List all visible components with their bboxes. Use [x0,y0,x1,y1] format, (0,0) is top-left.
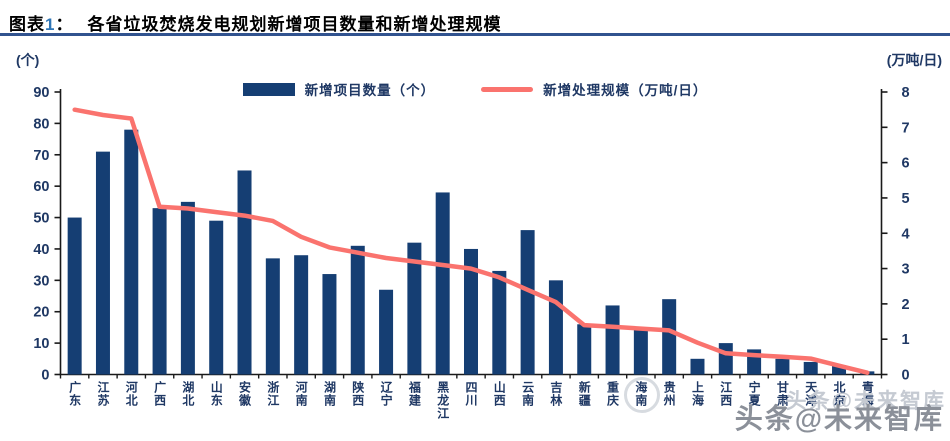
legend-item-bar: 新增项目数量（个） [242,79,436,99]
chart-legend: 新增项目数量（个） 新增处理规模（万吨/日） [0,79,950,99]
bar [67,217,82,375]
bar [95,151,110,375]
left-axis-tick-label: 80 [33,116,49,132]
legend-item-line: 新增处理规模（万吨/日） [481,79,707,99]
bar [577,324,592,375]
left-axis-tick-label: 60 [33,179,49,195]
bar [690,358,705,375]
bar [464,248,478,375]
bar [520,230,535,375]
left-axis-tick-label: 10 [33,336,49,352]
bar-series-swatch-icon [242,82,295,96]
bar [265,258,280,375]
bar [633,327,648,375]
left-axis-tick-label: 40 [33,242,49,258]
legend-label-bar: 新增项目数量（个） [304,83,436,98]
left-axis-tick-label: 90 [33,85,49,101]
bar [775,358,790,375]
line-series-swatch-icon [481,86,534,92]
bar [492,270,507,375]
trend-line [72,107,870,375]
bar [152,208,167,375]
right-axis-tick-label: 6 [902,156,910,172]
left-axis-tick-label: 70 [33,148,49,164]
right-axis-tick-label: 3 [902,262,910,278]
bar [350,245,365,375]
right-axis-tick-label: 7 [902,120,910,136]
bar [180,201,195,375]
left-axis-tick-label: 30 [33,273,49,289]
title-underline-rule [0,33,950,36]
bar [294,255,309,375]
left-axis-tick-label: 0 [41,368,49,384]
right-axis-tick-label: 2 [902,297,910,313]
bar [379,289,394,375]
right-axis-unit-label: (万吨/日) [886,52,942,68]
bar [124,129,139,375]
figure-number: 1 [45,15,56,34]
bar [237,170,252,375]
figure-title-text: 各省垃圾焚烧发电规划新增项目数量和新增处理规模 [87,15,502,34]
figure-tag: 图表 [9,15,45,34]
right-axis-tick-label: 0 [902,368,910,384]
bar [605,305,620,375]
right-axis-tick-label: 4 [902,226,910,242]
left-axis-tick-label: 50 [33,211,49,227]
bar [718,343,733,375]
bar [407,242,422,375]
left-axis-tick-label: 20 [33,305,49,321]
figure-colon: ： [55,15,74,34]
right-axis-tick-label: 5 [902,191,910,207]
legend-label-line: 新增处理规模（万吨/日） [543,83,708,98]
bar [803,361,818,375]
bar [548,280,563,375]
bar [435,192,450,375]
bar [662,299,677,375]
bar [209,220,224,375]
right-axis-tick-label: 8 [902,85,910,101]
bar [832,365,847,375]
chart-title: 图表1： 各省垃圾焚烧发电规划新增项目数量和新增处理规模 [9,10,501,35]
left-axis-unit-label: (个) [16,52,40,68]
bar [322,274,337,375]
right-axis-tick-label: 1 [902,332,910,348]
